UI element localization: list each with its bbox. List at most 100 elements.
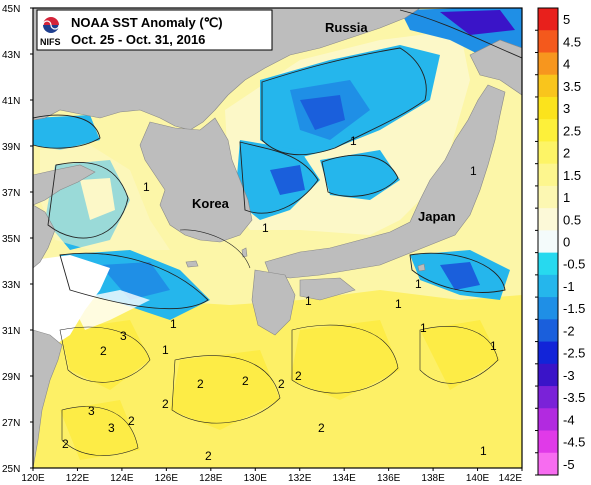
colorbar-swatch [538, 52, 558, 76]
contour-label: 2 [197, 377, 204, 391]
colorbar-label: 3.5 [563, 79, 581, 94]
colorbar-label: -5 [563, 457, 575, 472]
contour-label: 1 [415, 277, 422, 291]
colorbar-frame [537, 7, 559, 476]
lat-tick-label: 39N [2, 142, 20, 153]
agency-name: NIFS [40, 37, 61, 47]
colorbar-label: -1.5 [563, 301, 585, 316]
colorbar-swatch [538, 8, 558, 31]
colorbar-swatch [538, 341, 558, 365]
colorbar-label: 2 [563, 146, 570, 161]
lon-tick-label: 128E [199, 473, 223, 484]
place-label-russia: Russia [325, 20, 368, 35]
warm-patches [60, 320, 500, 460]
contour-label: 1 [420, 321, 427, 335]
land-honshu [264, 84, 506, 279]
colorbar-label: 0.5 [563, 212, 581, 227]
lon-tick-label: 130E [244, 473, 268, 484]
colorbar-label: 1.5 [563, 168, 581, 183]
contour-label: 2 [318, 421, 325, 435]
lat-tick-label: 33N [2, 280, 20, 291]
colorbar-swatch [538, 274, 558, 298]
colorbar-swatch [538, 119, 558, 142]
contour-label: 2 [128, 414, 135, 428]
lat-tick-label: 45N [2, 4, 20, 15]
land-korea [139, 117, 253, 243]
lon-tick-label: 136E [377, 473, 401, 484]
colorbar-swatch [538, 74, 558, 98]
lon-tick-label: 126E [155, 473, 179, 484]
colorbar-label: -4.5 [563, 435, 585, 450]
lon-tick-label: 134E [333, 473, 357, 484]
lat-tick-label: 37N [2, 188, 20, 199]
contour-label: 1 [490, 339, 497, 353]
contour-label: 2 [295, 369, 302, 383]
colorbar-swatch [538, 319, 558, 343]
map-date-range: Oct. 25 - Oct. 31, 2016 [71, 32, 205, 47]
colorbar-label: -2.5 [563, 346, 585, 361]
lat-tick-label: 31N [2, 326, 20, 337]
colorbar-swatch [538, 430, 558, 454]
contour-label: 3 [108, 421, 115, 435]
colorbar-label: 4.5 [563, 34, 581, 49]
colorbar-label: -4 [563, 412, 575, 427]
colorbar-swatch [538, 208, 558, 231]
colorbar-swatch [538, 96, 558, 120]
contour-label: 3 [88, 404, 95, 418]
lon-tick-label: 132E [288, 473, 312, 484]
contour-label: 1 [395, 297, 402, 311]
land-kyushu [251, 269, 296, 336]
title-box: NIFS NOAA SST Anomaly (℃) Oct. 25 - Oct.… [36, 9, 273, 51]
colorbar-label: 5 [563, 12, 570, 27]
colorbar-label: -1 [563, 279, 575, 294]
place-label-korea: Korea [192, 196, 230, 211]
contour-label: 2 [242, 374, 249, 388]
contour-label: 2 [205, 449, 212, 463]
contour-label: 1 [162, 343, 169, 357]
lat-tick-label: 35N [2, 234, 20, 245]
colorbar-label: -0.5 [563, 257, 585, 272]
land-jeju [185, 260, 199, 268]
lon-tick-label: 124E [110, 473, 134, 484]
warm-south-sea [33, 290, 522, 468]
colorbar-label: -3 [563, 368, 575, 383]
land-shikoku [299, 277, 356, 301]
colorbar-swatch [538, 408, 558, 432]
colorbar-swatch [538, 452, 558, 476]
map-panel: 1 1 1 1 1 2 2 2 2 2 2 2 2 2 3 3 3 2 1 1 … [32, 7, 523, 469]
contour-labels: 1 1 1 1 1 2 2 2 2 2 2 2 2 2 3 3 3 2 1 1 … [62, 134, 497, 463]
contour-label: 1 [480, 444, 487, 458]
nifs-logo-icon [42, 17, 60, 33]
contour-label: 2 [62, 437, 69, 451]
land-china-south [32, 329, 63, 469]
colorbar-swatch [538, 297, 558, 320]
latitude-axis: 45N 43N 41N 39N 37N 35N 33N 31N 29N 27N 25N [2, 4, 33, 475]
lon-tick-label: 138E [421, 473, 445, 484]
contour-label: 3 [120, 329, 127, 343]
no-data-streak [70, 290, 150, 330]
lon-tick-label: 142E [499, 473, 523, 484]
colorbar-label: 4 [563, 57, 570, 72]
lon-tick-label: 140E [466, 473, 490, 484]
contour-label: 1 [305, 294, 312, 308]
lat-tick-label: 29N [2, 372, 20, 383]
colorbar-label: -3.5 [563, 390, 585, 405]
colorbar-swatch [538, 30, 558, 53]
contour-label: 1 [170, 317, 177, 331]
colorbar-swatch [538, 252, 558, 276]
contour-label: 1 [350, 134, 357, 148]
colorbar-legend: 5 4.5 4 3.5 3 2.5 2 1.5 1 0.5 0 -0.5 -1 -1.5 -2 -2.5 -3 -… [535, 7, 585, 476]
contour-label: 2 [100, 344, 107, 358]
lon-tick-label: 120E [21, 473, 45, 484]
colorbar-swatch [538, 141, 558, 165]
colorbar-swatch [538, 363, 558, 387]
contour-label: 1 [470, 164, 477, 178]
colorbar-label: 2.5 [563, 123, 581, 138]
colorbar-swatch [538, 230, 558, 254]
colorbar-label: 1 [563, 190, 570, 205]
contour-label: 1 [143, 180, 150, 194]
lat-tick-label: 25N [2, 464, 20, 475]
contour-label: 1 [262, 221, 269, 235]
colorbar-label: 0 [563, 235, 570, 250]
